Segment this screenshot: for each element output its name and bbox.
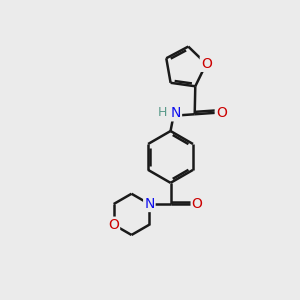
Text: O: O [216, 106, 226, 120]
Text: H: H [158, 106, 167, 119]
Text: N: N [171, 106, 181, 120]
Text: O: O [201, 57, 212, 71]
Text: O: O [108, 218, 119, 232]
Text: O: O [192, 197, 203, 211]
Text: N: N [144, 197, 154, 211]
